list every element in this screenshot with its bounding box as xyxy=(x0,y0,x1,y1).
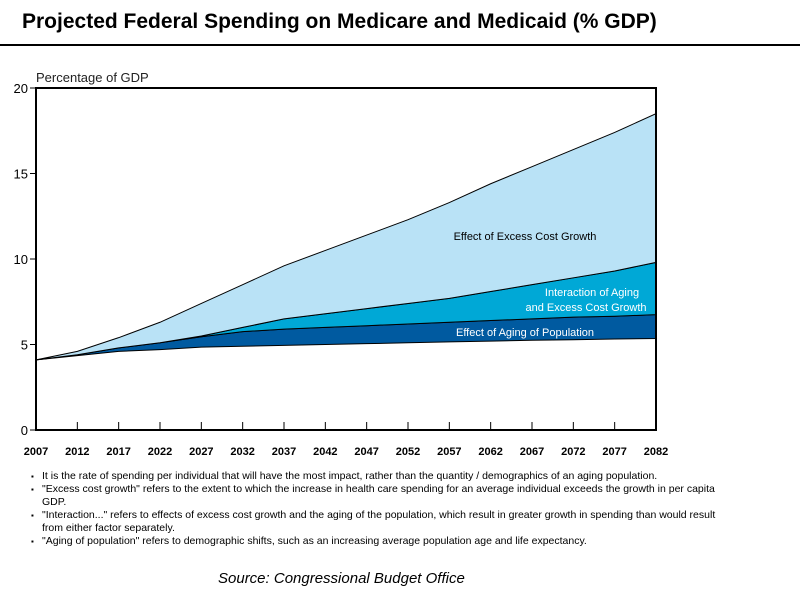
y-tick-label: 20 xyxy=(14,81,28,96)
note-item: "Excess cost growth" refers to the exten… xyxy=(28,483,728,509)
page-title: Projected Federal Spending on Medicare a… xyxy=(22,10,657,33)
x-tick-label: 2022 xyxy=(148,446,172,458)
y-tick-label: 15 xyxy=(14,167,28,182)
y-tick-label: 10 xyxy=(14,252,28,267)
x-tick-label: 2042 xyxy=(313,446,337,458)
x-tick-label: 2012 xyxy=(65,446,89,458)
y-tick-label: 0 xyxy=(21,423,28,438)
x-tick-label: 2062 xyxy=(478,446,502,458)
y-axis-label: Percentage of GDP xyxy=(36,70,149,85)
note-item: "Aging of population" refers to demograp… xyxy=(28,535,728,548)
x-tick-label: 2032 xyxy=(230,446,254,458)
note-item: It is the rate of spending per individua… xyxy=(28,470,728,483)
x-tick-label: 2047 xyxy=(354,446,378,458)
x-tick-label: 2007 xyxy=(24,446,48,458)
x-tick-label: 2037 xyxy=(272,446,296,458)
x-tick-label: 2027 xyxy=(189,446,213,458)
annotation-excess-cost: Effect of Excess Cost Growth xyxy=(454,231,597,243)
x-tick-label: 2017 xyxy=(106,446,130,458)
annotation-aging: Effect of Aging of Population xyxy=(456,327,594,339)
x-tick-label: 2067 xyxy=(520,446,544,458)
y-tick-label: 5 xyxy=(21,338,28,353)
notes-list: It is the rate of spending per individua… xyxy=(28,470,728,548)
x-tick-label: 2072 xyxy=(561,446,585,458)
annotation-interaction-1: Interaction of Aging xyxy=(545,287,639,299)
source-caption: Source: Congressional Budget Office xyxy=(218,570,465,587)
x-tick-label: 2077 xyxy=(602,446,626,458)
note-item: "Interaction..." refers to effects of ex… xyxy=(28,509,728,535)
stacked-area-chart: Percentage of GDP 0 5 10 15 20 2007 2012 2017 20… xyxy=(14,70,669,458)
x-tick-label: 2052 xyxy=(396,446,420,458)
title-divider xyxy=(0,44,800,46)
x-tick-label: 2082 xyxy=(644,446,668,458)
x-tick-label: 2057 xyxy=(437,446,461,458)
annotation-interaction-2: and Excess Cost Growth xyxy=(525,302,646,314)
